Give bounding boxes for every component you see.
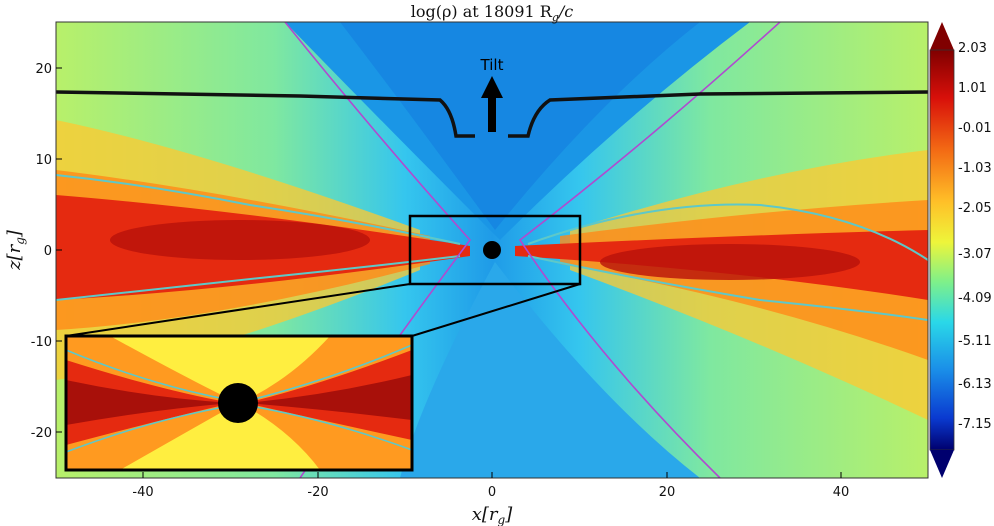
xlabel-tail: ]	[504, 504, 513, 525]
y-axis-label: z[rg]	[4, 229, 27, 271]
tilt-line	[56, 90, 928, 138]
black-hole	[483, 241, 501, 259]
title-subscript: g	[552, 11, 559, 24]
figure-title: log(ρ) at 18091 Rg/c	[411, 2, 574, 24]
title-tail: /c	[557, 2, 573, 21]
colorbar-tick: -6.13	[958, 377, 992, 392]
zoom-box	[408, 214, 582, 286]
y-tick-label: 20	[35, 62, 52, 77]
tilt-arrow	[481, 76, 503, 132]
y-tick-label: 10	[35, 153, 52, 168]
colorbar-tick: -1.03	[958, 161, 992, 176]
zoom-connector-left	[65, 283, 411, 337]
ylabel-main: z[r	[4, 243, 25, 271]
colorbar-tick: 2.03	[958, 41, 987, 56]
colorbar-tick: -7.15	[958, 417, 992, 432]
zoom-connector-right	[411, 283, 581, 337]
xlabel-main: x[r	[472, 504, 499, 525]
y-tick-label: -20	[31, 426, 52, 441]
colorbar-tick: -5.11	[958, 334, 992, 349]
colorbar-tick: -3.07	[958, 247, 992, 262]
x-tick-label: 0	[488, 485, 496, 500]
ylabel-sub: g	[13, 237, 27, 245]
inset-zoom	[64, 334, 414, 472]
colorbar-tick: -2.05	[958, 201, 992, 216]
x-axis: -40 -20 0 20 40	[132, 472, 849, 500]
y-tick-label: 0	[44, 244, 52, 259]
x-tick-label: -40	[132, 485, 153, 500]
x-tick-label: -20	[307, 485, 328, 500]
x-axis-label: x[rg]	[472, 504, 513, 526]
y-tick-label: -10	[31, 335, 52, 350]
inset-black-hole	[218, 383, 258, 423]
colorbar-tick: -4.09	[958, 291, 992, 306]
x-tick-label: 20	[659, 485, 676, 500]
title-main: log(ρ) at 18091 R	[411, 2, 553, 21]
colorbar-tick: 1.01	[958, 81, 987, 96]
x-tick-label: 40	[833, 485, 850, 500]
ylabel-tail: ]	[4, 229, 25, 238]
xlabel-sub: g	[498, 513, 506, 526]
colorbar-tick: -0.01	[958, 121, 992, 136]
y-axis: 20 10 0 -10 -20	[31, 62, 62, 441]
colorbar: 2.03 1.01 -0.01 -1.03 -2.05 -3.07 -4.09 …	[929, 22, 992, 478]
tilt-label: Tilt	[480, 56, 504, 74]
